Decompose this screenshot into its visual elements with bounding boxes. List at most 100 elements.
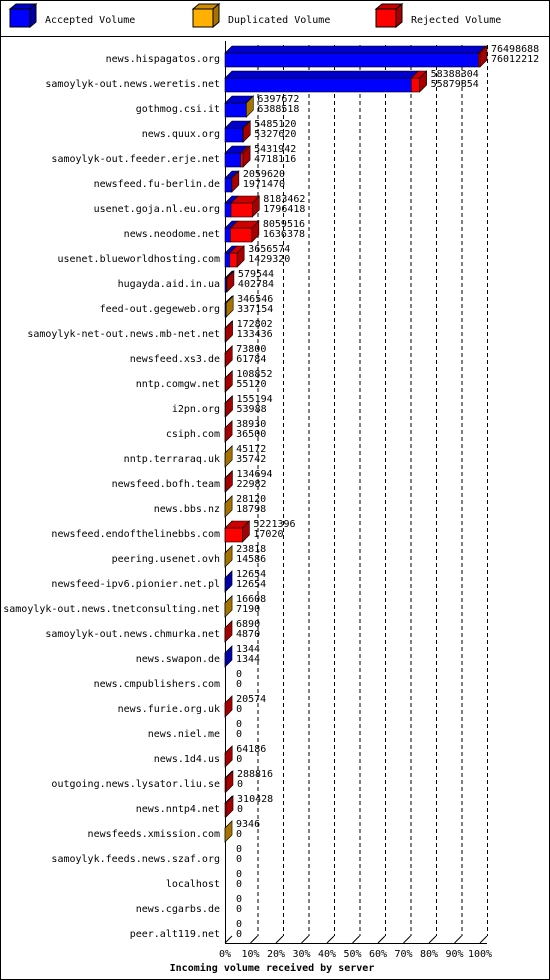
- bar-segment-side: [226, 270, 235, 293]
- bar-segment-side: [225, 295, 234, 318]
- bar-segment-side: [225, 795, 234, 818]
- accepted-label: 53988: [237, 404, 267, 415]
- total-label: 0: [236, 669, 242, 680]
- bar-segment: [224, 152, 242, 168]
- category-label: outgoing.news.lysator.liu.se: [51, 779, 220, 790]
- category-label: newsfeed.bofh.team: [112, 479, 220, 490]
- x-tick-label: 70%: [394, 949, 412, 960]
- bar-segment-side: [224, 695, 233, 718]
- accepted-label: 0: [236, 679, 242, 690]
- bar-segment-side: [224, 645, 233, 668]
- x-tick: [301, 935, 309, 944]
- total-label: 579544: [238, 269, 274, 280]
- accepted-label: 61784: [236, 354, 266, 365]
- x-tick: [377, 935, 386, 944]
- total-label: 108852: [236, 369, 272, 380]
- category-label: usenet.goja.nl.eu.org: [94, 204, 220, 215]
- bar-segment-side: [246, 95, 254, 118]
- legend-swatch: [192, 8, 214, 28]
- bar-segment: [230, 202, 253, 218]
- category-label: newsfeed.xs3.de: [130, 354, 220, 365]
- bar-segment-side: [242, 120, 251, 143]
- bar-segment-side: [419, 70, 427, 93]
- category-label: news.furie.org.uk: [118, 704, 220, 715]
- total-label: 346546: [237, 294, 273, 305]
- bar-segment: [224, 102, 247, 118]
- x-axis-title: Incoming volume received by server: [170, 962, 375, 974]
- bar-segment-side: [225, 770, 234, 793]
- x-tick: [352, 935, 360, 944]
- category-label: news.cgarbs.de: [136, 904, 220, 915]
- bar-segment: [224, 127, 244, 143]
- total-label: 12654: [236, 569, 266, 580]
- total-label: 0: [236, 869, 242, 880]
- total-label: 288816: [237, 769, 273, 780]
- accepted-label: 0: [236, 929, 242, 940]
- total-label: 310428: [237, 794, 273, 805]
- category-label: samoylyk-net-out.news.mb-net.net: [27, 329, 220, 340]
- category-label: nntp.comgw.net: [136, 379, 220, 390]
- bar-segment-side: [224, 445, 233, 468]
- category-label: feed-out.gegeweb.org: [100, 304, 220, 315]
- total-label: 172802: [237, 319, 273, 330]
- accepted-label: 0: [237, 779, 243, 790]
- category-label: csiph.com: [166, 429, 220, 440]
- x-tick-label: 100%: [468, 949, 492, 960]
- accepted-label: 18798: [236, 504, 266, 515]
- accepted-label: 4718116: [254, 154, 296, 165]
- bar-segment-side: [236, 245, 245, 268]
- total-label: 0: [236, 719, 242, 730]
- total-label: 0: [236, 894, 242, 905]
- category-label: news.bbs.nz: [154, 504, 220, 515]
- accepted-label: 0: [236, 754, 242, 765]
- total-label: 5431942: [254, 144, 296, 155]
- bar-segment-side: [225, 320, 233, 343]
- category-label: localhost: [166, 879, 220, 890]
- category-label: news.hispagatos.org: [106, 54, 220, 65]
- total-label: 9346: [236, 819, 260, 830]
- total-label: 16608: [236, 594, 266, 605]
- category-label: samoylyk.feeds.news.szaf.org: [51, 854, 220, 865]
- total-label: 20574: [236, 694, 266, 705]
- bar-segment: [229, 252, 238, 268]
- category-label: news.nntp4.net: [136, 804, 220, 815]
- total-label: 45172: [236, 444, 266, 455]
- bar-segment: [224, 252, 231, 268]
- bar-segment-side: [251, 195, 260, 218]
- x-tick: [454, 935, 462, 944]
- bar-segment: [224, 77, 412, 93]
- accepted-label: 12654: [236, 579, 266, 590]
- x-tick-label: 80%: [420, 949, 438, 960]
- total-label: 58388304: [431, 69, 479, 80]
- bar-segment-side: [224, 420, 233, 443]
- legend-swatch-side: [395, 2, 403, 29]
- accepted-label: 0: [236, 879, 242, 890]
- category-label: news.niel.me: [148, 729, 220, 740]
- category-label: newsfeeds.xmission.com: [88, 829, 220, 840]
- total-label: 76498688: [491, 44, 539, 55]
- x-tick: [403, 935, 411, 944]
- category-label: i2pn.org: [172, 404, 220, 415]
- bar-segment-side: [224, 345, 233, 368]
- accepted-label: 7190: [236, 604, 260, 615]
- bar-segment-top: [224, 45, 487, 54]
- category-label: newsfeed-ipv6.pionier.net.pl: [51, 579, 220, 590]
- bar-segment-side: [224, 545, 233, 568]
- accepted-label: 0: [236, 854, 242, 865]
- bar-segment-side: [479, 45, 488, 68]
- category-label: samoylyk-out.feeder.erje.net: [51, 154, 220, 165]
- legend-swatch: [9, 8, 31, 28]
- total-label: 0: [236, 844, 242, 855]
- x-tick: [275, 935, 284, 944]
- bar-segment-side: [242, 520, 250, 543]
- x-tick-label: 40%: [318, 949, 336, 960]
- x-tick-label: 0%: [219, 949, 231, 960]
- x-tick-label: 50%: [343, 949, 361, 960]
- x-tick: [224, 935, 233, 944]
- bar-segment-side: [251, 220, 260, 243]
- bar-segment-side: [224, 620, 233, 643]
- category-label: samoylyk-out.news.weretis.net: [45, 79, 220, 90]
- category-label: peer.alt119.net: [130, 929, 220, 940]
- bar-segment-side: [224, 745, 233, 768]
